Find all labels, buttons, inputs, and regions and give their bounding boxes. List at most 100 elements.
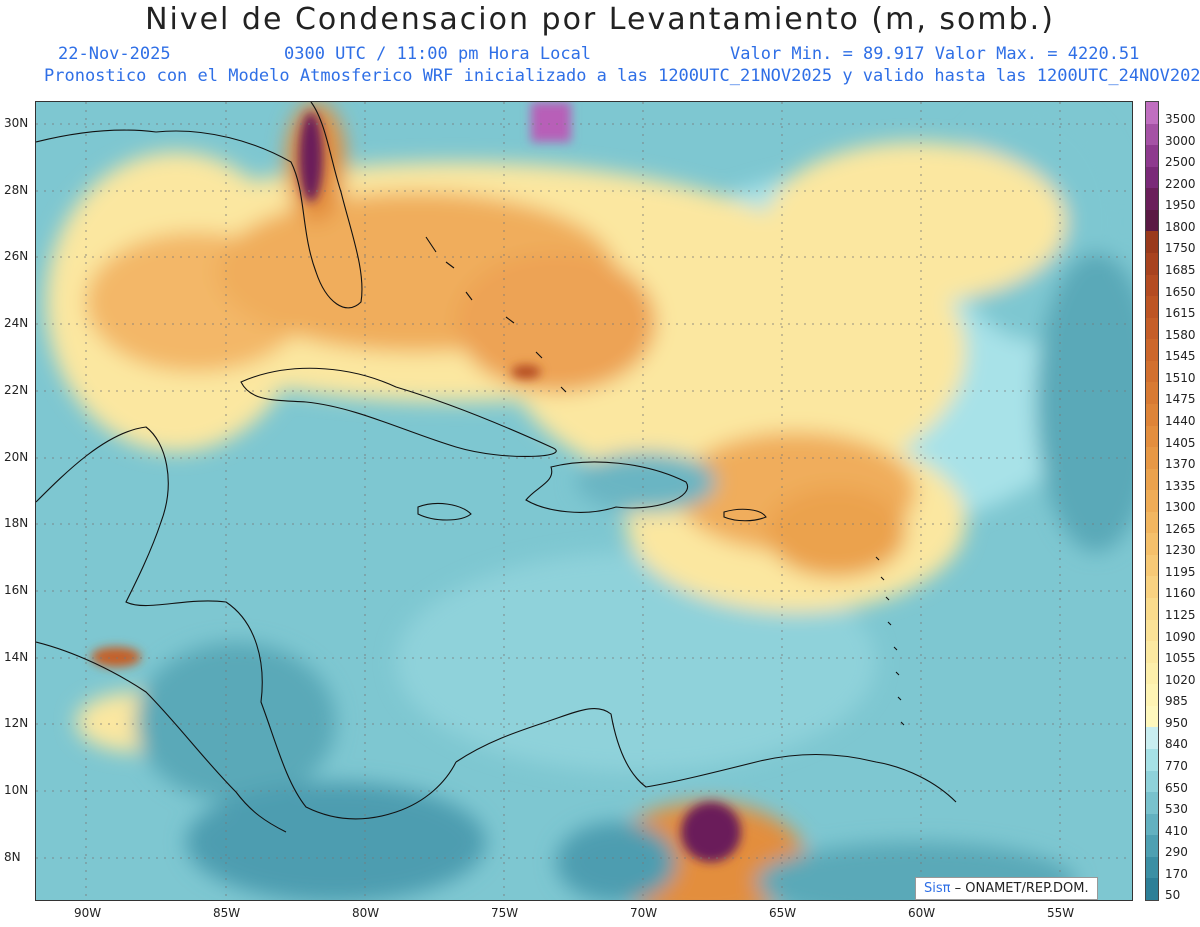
legend-label: 1125 [1165,608,1196,623]
lon-label: 80W [352,906,380,920]
legend-label: 1055 [1165,651,1196,666]
lat-label: 20N [4,450,29,464]
legend-swatch [1146,576,1158,599]
lat-label: 26N [4,249,29,263]
legend-swatch [1146,813,1158,836]
legend-label: 1160 [1165,586,1196,601]
lat-label: 18N [4,516,29,530]
lat-label: 14N [4,650,29,664]
legend-swatch [1146,705,1158,728]
credit-text: – ONAMET/REP.DOM. [950,881,1089,896]
legend-swatch [1146,296,1158,319]
legend-label: 2500 [1165,155,1196,170]
legend-swatch [1146,490,1158,513]
legend-label: 1615 [1165,306,1196,321]
legend-label: 3000 [1165,133,1196,148]
legend-label: 650 [1165,780,1188,795]
lat-label: 8N [4,850,21,864]
lat-label: 28N [4,183,29,197]
lon-label: 65W [769,906,797,920]
legend-swatch [1146,511,1158,534]
legend-swatch [1146,749,1158,772]
graticule [36,102,1132,900]
legend-swatch [1146,145,1158,168]
legend-swatch [1146,360,1158,383]
legend-label: 50 [1165,888,1181,903]
legend-label: 1230 [1165,543,1196,558]
map-svg [35,101,1156,922]
legend-swatch [1146,554,1158,577]
legend-label: 985 [1165,694,1188,709]
lat-label: 12N [4,716,29,730]
legend-label: 1265 [1165,521,1196,536]
legend-label: 1650 [1165,284,1196,299]
lon-label: 90W [74,906,102,920]
credit-box: Sisπ – ONAMET/REP.DOM. [915,877,1098,900]
lat-label: 16N [4,583,29,597]
legend-swatch [1146,166,1158,189]
legend-label: 1020 [1165,672,1196,687]
min-max-values: Valor Min. = 89.917 Valor Max. = 4220.51 [730,44,1140,64]
legend-swatch [1146,188,1158,211]
legend-label: 1580 [1165,327,1196,342]
legend-swatch [1146,598,1158,621]
legend-label: 1950 [1165,198,1196,213]
lat-label: 22N [4,383,29,397]
model-info: Pronostico con el Modelo Atmosferico WRF… [44,66,1200,86]
legend-label: 1545 [1165,349,1196,364]
lat-label: 30N [4,116,29,130]
legend-label: 1685 [1165,262,1196,277]
lat-label: 10N [4,783,29,797]
legend-swatch [1146,727,1158,750]
legend-swatch [1146,619,1158,642]
legend-swatch [1146,662,1158,685]
legend-swatch [1146,770,1158,793]
legend-label: 770 [1165,759,1188,774]
lon-label: 85W [213,906,241,920]
legend-label: 950 [1165,715,1188,730]
legend-swatch [1146,835,1158,858]
legend-swatch [1146,252,1158,276]
forecast-time: 0300 UTC / 11:00 pm Hora Local [284,44,592,64]
legend-swatch [1146,468,1158,491]
legend-swatch [1146,856,1158,879]
legend-label: 410 [1165,823,1188,838]
legend-label: 170 [1165,866,1188,881]
legend-swatch [1146,102,1158,125]
legend-label: 1475 [1165,392,1196,407]
lon-label: 55W [1047,906,1075,920]
sispi-logo: Sisπ [924,881,951,896]
legend-swatch [1146,382,1158,405]
legend-swatch [1146,209,1158,232]
legend-label: 840 [1165,737,1188,752]
coastlines [35,101,957,833]
lon-label: 60W [908,906,936,920]
legend-label: 1440 [1165,413,1196,428]
legend-swatch [1146,403,1158,426]
lon-label: 75W [491,906,519,920]
legend-label: 1090 [1165,629,1196,644]
legend-label: 530 [1165,802,1188,817]
legend-swatch [1146,878,1158,901]
legend-swatch [1146,684,1158,707]
legend-label: 290 [1165,845,1188,860]
high-values [91,102,741,862]
legend-label: 1750 [1165,241,1196,256]
legend-label: 1800 [1165,219,1196,234]
legend-label: 1195 [1165,564,1196,579]
legend-swatch [1146,533,1158,556]
legend-label: 1405 [1165,435,1196,450]
color-legend [1145,101,1159,901]
legend-label: 1370 [1165,457,1196,472]
legend-swatch [1146,274,1158,297]
legend-swatch [1146,425,1158,448]
legend-swatch [1146,641,1158,664]
lat-label: 24N [4,316,29,330]
legend-swatch [1146,123,1158,146]
legend-label: 1300 [1165,500,1196,515]
legend-swatch [1146,339,1158,362]
lon-label: 70W [630,906,658,920]
lcl-map [35,101,1156,922]
forecast-date: 22-Nov-2025 [58,44,171,64]
legend-label: 2200 [1165,176,1196,191]
